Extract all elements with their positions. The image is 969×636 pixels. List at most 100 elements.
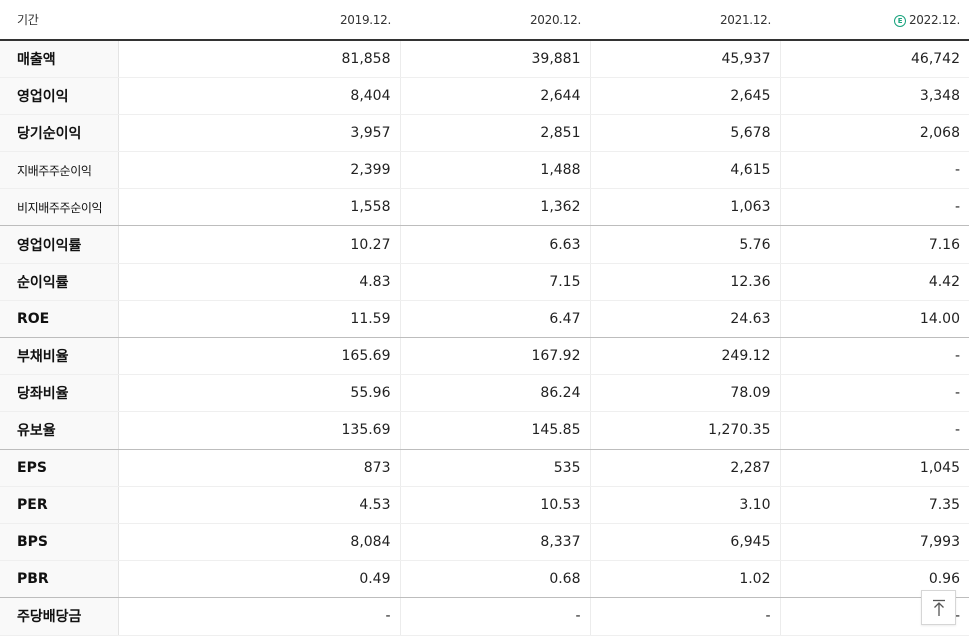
cell: 11.59 bbox=[117, 300, 400, 339]
cell: 7,993 bbox=[779, 523, 969, 562]
table-row: PER 4.53 10.53 3.10 7.35 bbox=[0, 486, 969, 524]
row-label: BPS bbox=[0, 523, 119, 562]
cell: 7.35 bbox=[779, 486, 969, 524]
period-header: 기간 bbox=[0, 0, 118, 41]
cell: 0.68 bbox=[399, 560, 590, 599]
table-row: 비지배주주순이익 1,558 1,362 1,063 - bbox=[0, 188, 969, 227]
cell: 1,270.35 bbox=[589, 411, 780, 450]
table-row: 영업이익률 10.27 6.63 5.76 7.16 bbox=[0, 225, 969, 264]
cell: - bbox=[589, 597, 780, 636]
row-label: 영업이익 bbox=[0, 77, 119, 115]
cell: 3.10 bbox=[589, 486, 780, 524]
cell: 46,742 bbox=[779, 40, 969, 78]
cell: 167.92 bbox=[399, 337, 590, 376]
cell: 249.12 bbox=[589, 337, 780, 376]
cell: - bbox=[779, 337, 969, 376]
cell: 4,615 bbox=[589, 151, 780, 190]
cell: 1,045 bbox=[779, 449, 969, 487]
cell: - bbox=[779, 374, 969, 413]
year-header-estimate: E 2022.12. bbox=[780, 0, 969, 41]
row-label: PER bbox=[0, 486, 119, 524]
row-label: 유보율 bbox=[0, 411, 119, 450]
cell: 78.09 bbox=[589, 374, 780, 413]
cell: 1,362 bbox=[399, 188, 590, 227]
cell: 4.53 bbox=[117, 486, 400, 524]
cell: 24.63 bbox=[589, 300, 780, 339]
cell: 1,063 bbox=[589, 188, 780, 227]
table-row: PBR 0.49 0.68 1.02 0.96 bbox=[0, 560, 969, 599]
table-row: 부채비율 165.69 167.92 249.12 - bbox=[0, 337, 969, 376]
cell: 39,881 bbox=[399, 40, 590, 78]
table-row: EPS 873 535 2,287 1,045 bbox=[0, 449, 969, 487]
cell: 3,348 bbox=[779, 77, 969, 115]
cell: 8,084 bbox=[117, 523, 400, 562]
cell: 2,287 bbox=[589, 449, 780, 487]
cell: 5,678 bbox=[589, 114, 780, 153]
cell: 873 bbox=[117, 449, 400, 487]
row-label: PBR bbox=[0, 560, 119, 599]
cell: 2,068 bbox=[779, 114, 969, 153]
table-row: 유보율 135.69 145.85 1,270.35 - bbox=[0, 411, 969, 450]
cell: 145.85 bbox=[399, 411, 590, 450]
year-header: 2019.12. bbox=[118, 0, 400, 41]
cell: 535 bbox=[399, 449, 590, 487]
cell: 8,404 bbox=[117, 77, 400, 115]
cell: 0.49 bbox=[117, 560, 400, 599]
cell: 4.83 bbox=[117, 263, 400, 301]
row-label: 부채비율 bbox=[0, 337, 119, 376]
row-label: 비지배주주순이익 bbox=[0, 188, 119, 227]
scroll-to-top-button[interactable] bbox=[921, 590, 956, 625]
arrow-up-to-line-icon bbox=[932, 599, 945, 616]
cell: 7.15 bbox=[399, 263, 590, 301]
cell: - bbox=[779, 188, 969, 227]
estimate-icon: E bbox=[893, 14, 906, 27]
cell: 2,645 bbox=[589, 77, 780, 115]
cell: 86.24 bbox=[399, 374, 590, 413]
table-row: ROE 11.59 6.47 24.63 14.00 bbox=[0, 300, 969, 339]
cell: 1,558 bbox=[117, 188, 400, 227]
cell: 14.00 bbox=[779, 300, 969, 339]
table-row: BPS 8,084 8,337 6,945 7,993 bbox=[0, 523, 969, 562]
table-row: 주당배당금 - - - - bbox=[0, 597, 969, 636]
cell: 135.69 bbox=[117, 411, 400, 450]
cell: 55.96 bbox=[117, 374, 400, 413]
table-row: 당좌비율 55.96 86.24 78.09 - bbox=[0, 374, 969, 413]
cell: 7.16 bbox=[779, 225, 969, 264]
table-row: 매출액 81,858 39,881 45,937 46,742 bbox=[0, 40, 969, 78]
cell: 1.02 bbox=[589, 560, 780, 599]
year-header: 2020.12. bbox=[400, 0, 590, 41]
cell: 1,488 bbox=[399, 151, 590, 190]
table-row: 영업이익 8,404 2,644 2,645 3,348 bbox=[0, 77, 969, 115]
row-label: ROE bbox=[0, 300, 119, 339]
cell: - bbox=[779, 151, 969, 190]
table-row: 순이익률 4.83 7.15 12.36 4.42 bbox=[0, 263, 969, 301]
cell: 2,399 bbox=[117, 151, 400, 190]
header-row: 기간 2019.12. 2020.12. 2021.12. E 2022.12. bbox=[0, 0, 969, 41]
table-row: 당기순이익 3,957 2,851 5,678 2,068 bbox=[0, 114, 969, 153]
cell: - bbox=[117, 597, 400, 636]
cell: 5.76 bbox=[589, 225, 780, 264]
cell: 12.36 bbox=[589, 263, 780, 301]
row-label: 당좌비율 bbox=[0, 374, 119, 413]
cell: 45,937 bbox=[589, 40, 780, 78]
row-label: 매출액 bbox=[0, 40, 119, 78]
row-label: 당기순이익 bbox=[0, 114, 119, 153]
cell: 6.47 bbox=[399, 300, 590, 339]
row-label: 영업이익률 bbox=[0, 225, 119, 264]
row-label: 지배주주순이익 bbox=[0, 151, 119, 190]
cell: 8,337 bbox=[399, 523, 590, 562]
cell: 10.27 bbox=[117, 225, 400, 264]
cell: - bbox=[399, 597, 590, 636]
cell: 2,644 bbox=[399, 77, 590, 115]
row-label: 주당배당금 bbox=[0, 597, 119, 636]
table-row: 지배주주순이익 2,399 1,488 4,615 - bbox=[0, 151, 969, 190]
year-header: 2021.12. bbox=[590, 0, 780, 41]
cell: - bbox=[779, 411, 969, 450]
cell: 4.42 bbox=[779, 263, 969, 301]
row-label: 순이익률 bbox=[0, 263, 119, 301]
year-label: 2022.12. bbox=[908, 12, 960, 27]
cell: 6,945 bbox=[589, 523, 780, 562]
cell: 165.69 bbox=[117, 337, 400, 376]
cell: 2,851 bbox=[399, 114, 590, 153]
